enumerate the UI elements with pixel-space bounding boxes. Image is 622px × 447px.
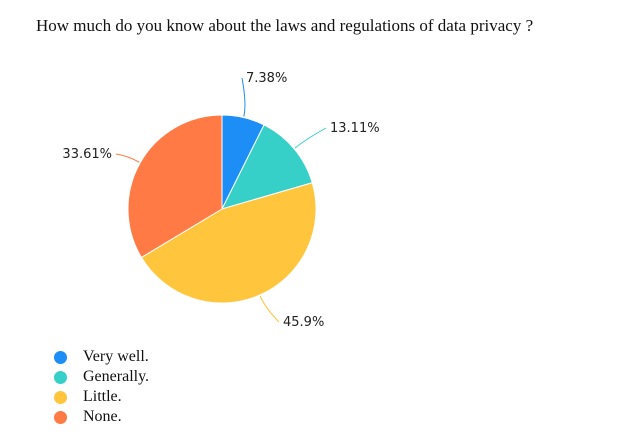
pie-slice-none[interactable] xyxy=(127,114,223,259)
legend-item-generally[interactable]: Generally. xyxy=(54,367,149,387)
slice-label-generally: 13.11% xyxy=(330,121,380,136)
slice-label-little: 45.9% xyxy=(283,315,324,330)
slice-label-none: 33.61% xyxy=(62,147,112,162)
slice-label-very-well: 7.38% xyxy=(246,71,287,86)
legend-item-very-well[interactable]: Very well. xyxy=(54,347,149,367)
legend-swatch-none xyxy=(54,410,67,424)
legend: Very well. Generally. Little. None. xyxy=(54,347,149,427)
leader-line-little xyxy=(259,295,280,323)
chart-title: How much do you know about the laws and … xyxy=(36,16,534,35)
legend-label-generally: Generally. xyxy=(83,368,150,385)
legend-item-none[interactable]: None. xyxy=(54,407,149,427)
pie-slice-little[interactable] xyxy=(140,182,317,304)
legend-label-none: None. xyxy=(83,408,122,425)
legend-swatch-generally xyxy=(54,370,67,384)
legend-label-very-well: Very well. xyxy=(83,348,149,365)
legend-swatch-very-well xyxy=(54,350,67,364)
leader-line-very-well xyxy=(241,77,246,117)
legend-label-little: Little. xyxy=(83,388,122,405)
pie-slice-generally[interactable] xyxy=(221,124,313,210)
legend-item-little[interactable]: Little. xyxy=(54,387,149,407)
leader-line-none xyxy=(115,153,140,163)
legend-swatch-little xyxy=(54,390,67,404)
leader-line-generally xyxy=(294,127,327,149)
